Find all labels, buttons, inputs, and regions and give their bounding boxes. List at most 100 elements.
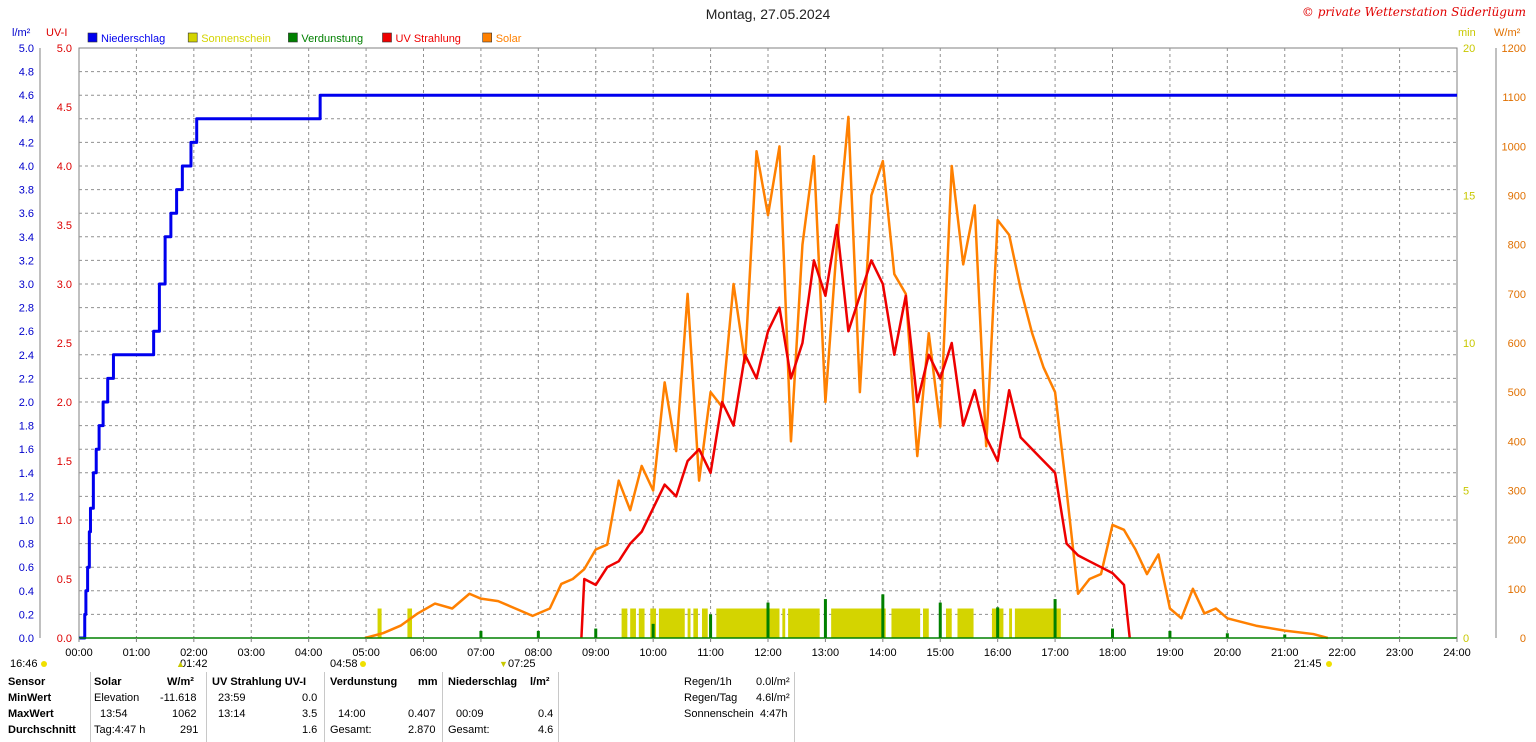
x-tick-label: 14:00 — [869, 647, 897, 659]
legend-swatch — [482, 32, 493, 43]
precip-max-value: 0.4 — [538, 708, 554, 720]
sunshine-tick-label: 20 — [1463, 43, 1475, 55]
evaporation-bar — [536, 630, 540, 638]
solar-tick-label: 800 — [1508, 240, 1526, 252]
grid — [78, 47, 1458, 639]
evap-total-value: 2.870 — [408, 724, 436, 736]
precip-tick-label: 3.8 — [19, 185, 34, 197]
series-line-solar — [364, 115, 1329, 640]
x-tick-label: 01:00 — [123, 647, 151, 659]
copyright-text: © private Wetterstation Süderlügum — [1301, 5, 1526, 19]
x-tick-label: 22:00 — [1328, 647, 1356, 659]
sunshine-bar — [716, 608, 780, 638]
uv-tick-label: 1.5 — [57, 456, 72, 468]
moonset-label: 07:25 — [508, 658, 536, 670]
solar-tick-label: 700 — [1508, 289, 1526, 301]
sunshine-bar — [957, 608, 974, 638]
precip-tick-label: 4.8 — [19, 67, 34, 79]
moon-icon: ▼ — [499, 659, 508, 669]
legend-label: Sonnenschein — [201, 33, 271, 45]
evaporation-bar — [594, 628, 598, 638]
stats-header-evap-unit: mm — [418, 676, 438, 688]
precip-tick-label: 1.2 — [19, 491, 34, 503]
axes: 00:00 01:00 02:00 03:00 04:00 05:00 06:00 07:00… — [10, 27, 1526, 670]
solar-tick-label: 100 — [1508, 584, 1526, 596]
x-tick-label: 17:00 — [1041, 647, 1069, 659]
uv-tick-label: 5.0 — [57, 43, 72, 55]
sunshine-bar — [782, 608, 786, 638]
precip-tick-label: 0.0 — [19, 633, 34, 645]
sunshine-bar — [650, 608, 657, 638]
solar-avg-label: Tag:4:47 h — [94, 724, 146, 736]
moon-icon: ▲ — [176, 659, 185, 669]
uv-max-time: 13:14 — [218, 708, 246, 720]
precip-tick-label: 1.6 — [19, 444, 34, 456]
sunset-label: 21:45 — [1294, 658, 1322, 670]
precip-tick-label: 1.0 — [19, 515, 34, 527]
x-tick-label: 11:00 — [697, 647, 724, 659]
precip-total-label: Gesamt: — [448, 724, 490, 736]
series-line-uv-strahlung — [580, 223, 1131, 639]
uv-min-value: 0.0 — [302, 692, 318, 704]
summary-rain-day-value: 4.6l/m² — [756, 692, 790, 704]
solar-tick-label: 1100 — [1502, 92, 1526, 104]
sunshine-tick-label: 10 — [1463, 338, 1475, 350]
sunshine-bar — [638, 608, 645, 638]
solar-tick-label: 300 — [1508, 486, 1526, 498]
precip-tick-label: 0.8 — [19, 539, 34, 551]
legend: Niederschlag Sonnenschein Verdunstung UV St… — [87, 32, 522, 45]
evaporation-bar — [766, 602, 770, 638]
x-tick-label: 03:00 — [237, 647, 265, 659]
stats-header-precip-unit: l/m² — [530, 676, 550, 688]
precip-max-time: 00:09 — [456, 708, 484, 720]
sunshine-bar — [407, 608, 413, 638]
precip-tick-label: 4.2 — [19, 137, 34, 149]
moonrise-label: 01:42 — [180, 658, 208, 670]
x-tick-label: 15:00 — [926, 647, 954, 659]
x-tick-label: 21:00 — [1271, 647, 1299, 659]
precip-tick-label: 3.4 — [19, 232, 34, 244]
sunshine-bar — [923, 608, 929, 638]
sunshine-bar — [788, 608, 820, 638]
precip-tick-label: 1.8 — [19, 421, 34, 433]
evaporation-bar — [709, 614, 713, 638]
sunshine-tick-label: 15 — [1463, 191, 1475, 203]
x-tick-label: 20:00 — [1214, 647, 1242, 659]
x-tick-label: 09:00 — [582, 647, 610, 659]
x-tick-label: 19:00 — [1156, 647, 1184, 659]
legend-label: Verdunstung — [301, 33, 363, 45]
summary-sunshine-value: 4:47h — [760, 708, 788, 720]
evaporation-bar — [881, 594, 885, 638]
stats-header-precip: Niederschlag — [448, 676, 518, 688]
x-tick-label: 13:00 — [812, 647, 840, 659]
series-line-niederschlag — [79, 93, 1457, 640]
sunset-icon — [1326, 661, 1332, 667]
precip-tick-label: 0.4 — [19, 586, 34, 598]
x-tick-label: 05:00 — [352, 647, 380, 659]
evaporation-bar — [1168, 630, 1172, 638]
chart-title: Montag, 27.05.2024 — [705, 6, 831, 22]
uv-tick-label: 0.0 — [57, 633, 72, 645]
stats-header-evap: Verdunstung — [330, 676, 398, 688]
evap-max-value: 0.407 — [408, 708, 436, 720]
evaporation-bar — [651, 623, 655, 638]
weather-chart: 00:00 01:00 02:00 03:00 04:00 05:00 06:00 07:00… — [10, 27, 1526, 670]
uv-tick-label: 1.0 — [57, 515, 72, 527]
solar-tick-label: 1000 — [1502, 141, 1526, 153]
sunshine-bar — [687, 608, 691, 638]
evaporation-bar — [1283, 634, 1287, 638]
precip-tick-label: 0.2 — [19, 609, 34, 621]
evaporation-bar — [1111, 628, 1114, 638]
precip-tick-label: 3.0 — [19, 279, 34, 291]
solar-min-label: Elevation — [94, 692, 140, 704]
x-tick-label: 00:00 — [65, 647, 93, 659]
marker-label: 16:46 — [10, 658, 38, 670]
precip-tick-label: 2.8 — [19, 303, 34, 315]
solar-tick-label: 400 — [1508, 436, 1526, 448]
precip-tick-label: 2.2 — [19, 373, 34, 385]
summary-rain-1h-value: 0.0l/m² — [756, 676, 790, 688]
stats-row-min: MinWert — [8, 692, 52, 704]
summary-rain-1h-label: Regen/1h — [684, 676, 732, 688]
legend-label: UV Strahlung — [396, 33, 461, 45]
sunshine-bar — [630, 608, 636, 638]
